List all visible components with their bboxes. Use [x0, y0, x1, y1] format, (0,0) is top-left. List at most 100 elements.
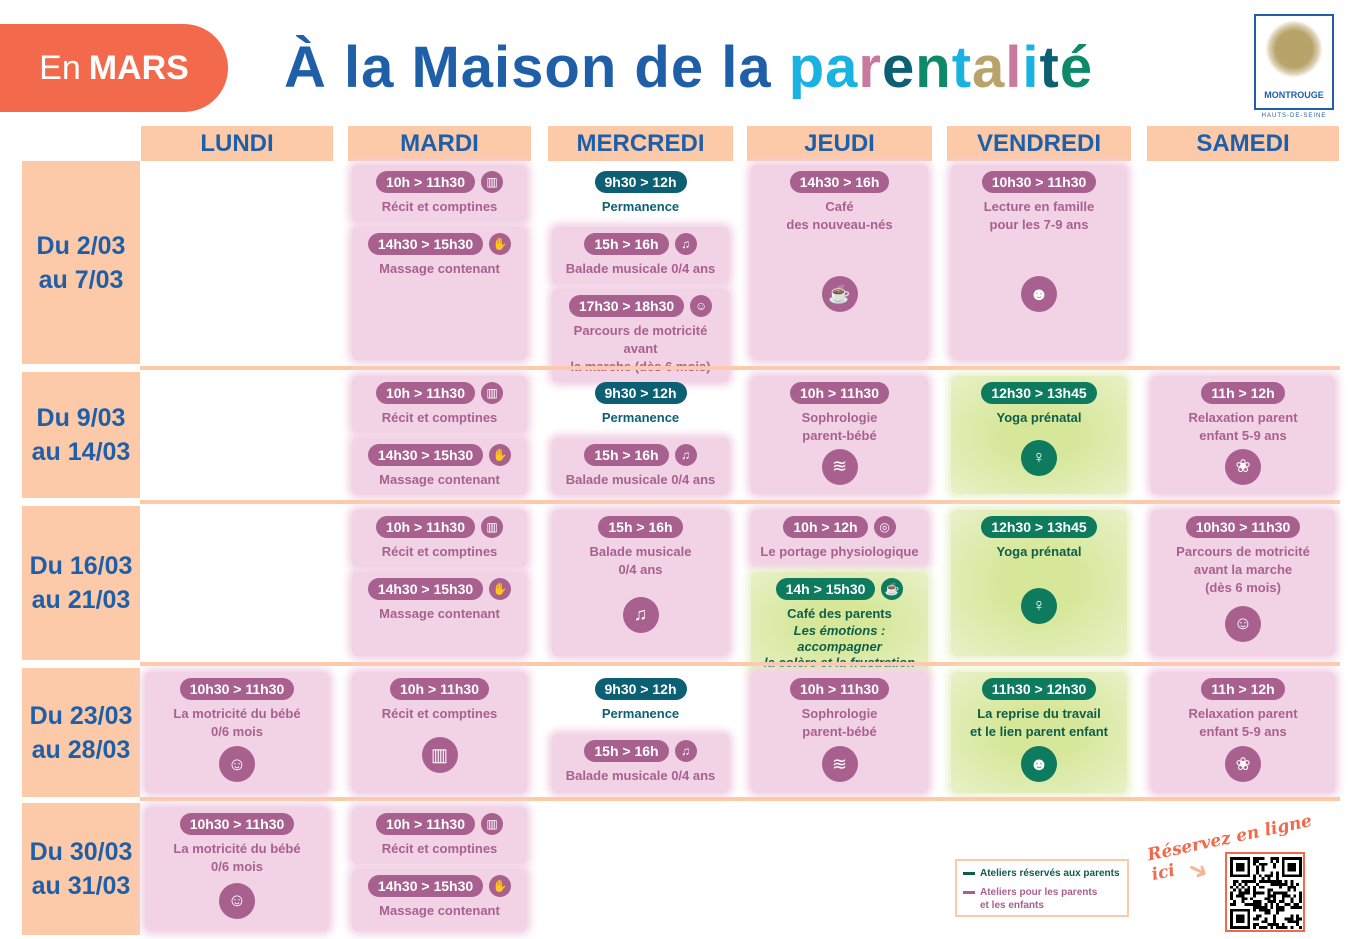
- event-card[interactable]: 15h > 16h ♫ Balade musicale 0/4 ans: [552, 734, 729, 793]
- event-card[interactable]: 12h30 > 13h45 Yoga prénatal ♀: [951, 376, 1127, 494]
- time-pill: 10h > 11h30: [389, 678, 489, 700]
- event-card[interactable]: 10h > 11h30 ▥ Récit et comptines: [352, 165, 527, 222]
- legend-parent-swatch: [963, 872, 975, 875]
- event-card[interactable]: 15h > 16h ♫ Balade musicale 0/4 ans: [552, 227, 729, 284]
- day-cell: 9h30 > 12h Permanence 15h > 16h ♫ Balade mus…: [552, 668, 729, 797]
- crawling-baby-icon: ☺: [219, 882, 255, 919]
- event-card[interactable]: 11h > 12h Relaxation parent enfant 5-9 ans…: [1151, 376, 1335, 494]
- title-letter: r: [858, 35, 882, 100]
- event-title: Balade musicale: [589, 544, 692, 559]
- event-card[interactable]: 10h > 11h30 ▥ Récit et comptines: [352, 376, 527, 433]
- day-header-mardi: MARDI: [348, 126, 531, 161]
- event-title: Massage contenant: [379, 261, 500, 276]
- event-card[interactable]: 10h > 11h30 Sophrologie parent-bébé ≋: [751, 376, 928, 494]
- event-title: Massage contenant: [379, 606, 500, 621]
- event-title: Sophrologie: [801, 706, 878, 721]
- event-title: Yoga prénatal: [996, 410, 1082, 425]
- massage-icon: ✋: [489, 233, 512, 255]
- event-card[interactable]: 9h30 > 12h Permanence: [552, 672, 729, 729]
- lotus-icon: ❀: [1225, 448, 1261, 485]
- legend-children-2: et les enfants: [980, 900, 1044, 911]
- event-card[interactable]: 14h30 > 15h30 ✋ Massage contenant: [352, 438, 527, 495]
- massage-icon: ✋: [489, 444, 512, 466]
- massage-icon: ✋: [489, 875, 512, 897]
- week-label-line: au 31/03: [31, 872, 131, 900]
- yoga-icon: ♀: [1021, 587, 1057, 624]
- event-card[interactable]: 14h30 > 16h Café des nouveau-nés ☕: [751, 165, 928, 360]
- event-title: Permanence: [601, 199, 680, 214]
- book-icon: ▥: [481, 171, 503, 193]
- title-letter: p: [788, 35, 826, 100]
- event-card[interactable]: 10h > 11h30 ▥ Récit et comptines: [352, 510, 527, 567]
- event-time-row: 15h > 16h ♫: [584, 740, 697, 762]
- event-card[interactable]: 14h30 > 15h30 ✋ Massage contenant: [352, 572, 527, 656]
- baby-carrier-icon: ◎: [873, 516, 896, 538]
- week-label-line: au 7/03: [38, 265, 124, 294]
- event-title: Récit et comptines: [381, 841, 498, 856]
- day-cell: 12h30 > 13h45 Yoga prénatal ♀: [951, 372, 1127, 498]
- event-card[interactable]: 10h > 12h ◎ Le portage physiologique: [751, 510, 928, 567]
- event-time-row: 14h30 > 15h30 ✋: [367, 233, 512, 255]
- event-card[interactable]: 15h > 16h ♫ Balade musicale 0/4 ans: [552, 438, 729, 495]
- event-title: Massage contenant: [379, 472, 500, 487]
- time-pill: 10h > 11h30: [789, 678, 889, 700]
- day-cell: 10h > 11h30 Sophrologie parent-bébé ≋: [751, 372, 928, 498]
- week-divider: [140, 797, 1340, 801]
- event-card[interactable]: 9h30 > 12h Permanence: [552, 165, 729, 222]
- time-pill: 9h30 > 12h: [594, 382, 687, 404]
- event-time-row: 10h30 > 11h30: [981, 171, 1097, 193]
- title-main: À la Maison de la: [284, 35, 772, 100]
- event-card[interactable]: 9h30 > 12h Permanence: [552, 376, 729, 433]
- event-time-row: 9h30 > 12h: [594, 171, 687, 193]
- day-cell: 10h > 12h ◎ Le portage physiologique 14h > …: [751, 506, 928, 677]
- event-title: enfant 5-9 ans: [1199, 724, 1287, 739]
- event-card[interactable]: 10h > 11h30 Sophrologie parent-bébé ≋: [751, 672, 928, 793]
- event-title: Balade musicale 0/4 ans: [565, 261, 716, 276]
- event-card[interactable]: 11h > 12h Relaxation parent enfant 5-9 ans…: [1151, 672, 1335, 793]
- event-time-row: 10h > 12h ◎: [783, 516, 896, 538]
- book-icon: ▥: [481, 813, 503, 835]
- time-pill: 14h30 > 15h30: [367, 875, 484, 897]
- event-title: Le portage physiologique: [760, 544, 919, 559]
- event-card[interactable]: 10h30 > 11h30 Lecture en famille pour les …: [951, 165, 1127, 360]
- event-card[interactable]: 14h30 > 15h30 ✋ Massage contenant: [352, 227, 527, 360]
- event-card[interactable]: 10h30 > 11h30 La motricité du bébé 0/6 moi…: [145, 672, 329, 793]
- day-cell: [145, 372, 329, 498]
- title-letter: t: [1039, 35, 1060, 100]
- day-cell: 10h > 11h30 ▥ Récit et comptines 14h30 > 15…: [352, 372, 527, 498]
- day-cell: 9h30 > 12h Permanence 15h > 16h ♫ Balade mus…: [552, 372, 729, 498]
- title-letter: a: [972, 35, 1006, 100]
- event-card[interactable]: 12h30 > 13h45 Yoga prénatal ♀: [951, 510, 1127, 656]
- event-card[interactable]: 14h30 > 15h30 ✋ Massage contenant: [352, 869, 527, 931]
- event-card[interactable]: 17h30 > 18h30 ☺ Parcours de motricité avan…: [552, 289, 729, 382]
- event-title: Relaxation parent: [1188, 706, 1298, 721]
- month-badge: En MARS: [0, 24, 228, 112]
- time-pill: 15h > 16h: [598, 516, 683, 538]
- event-card[interactable]: 10h > 11h30 Récit et comptines ▥: [352, 672, 527, 793]
- event-card[interactable]: 14h > 15h30 ☕ Café des parents Les émotions…: [751, 572, 928, 677]
- event-title: Relaxation parent: [1188, 410, 1298, 425]
- time-pill: 14h > 15h30: [775, 578, 876, 600]
- event-subtitle: Les émotions : accompagner: [793, 623, 886, 654]
- event-time-row: 11h > 12h: [1201, 382, 1285, 404]
- day-cell: 10h > 11h30 Sophrologie parent-bébé ≋: [751, 668, 928, 797]
- event-card[interactable]: 15h > 16h Balade musicale 0/4 ans ♫: [552, 510, 729, 656]
- music-icon: ♫: [674, 740, 697, 762]
- event-title: Sophrologie: [801, 410, 878, 425]
- event-title: Récit et comptines: [381, 410, 498, 425]
- event-card[interactable]: 11h30 > 12h30 La reprise du travail et le …: [951, 672, 1127, 793]
- event-card[interactable]: 10h30 > 11h30 La motricité du bébé 0/6 moi…: [145, 807, 329, 931]
- legend: Ateliers réservés aux parents Ateliers p…: [955, 859, 1129, 917]
- logo-city: MONTROUGE: [1264, 90, 1324, 100]
- week-label: Du 16/03 au 21/03: [22, 506, 140, 660]
- sun-emblem-icon: [1265, 20, 1323, 78]
- event-card[interactable]: 10h > 11h30 ▥ Récit et comptines: [352, 807, 527, 864]
- event-title: Parcours de motricité avant: [573, 323, 708, 356]
- event-card[interactable]: 10h30 > 11h30 Parcours de motricité avant …: [1151, 510, 1335, 656]
- coffee-cup-icon: ☕: [821, 276, 858, 312]
- qr-code[interactable]: [1225, 852, 1305, 932]
- event-time-row: 10h30 > 11h30: [179, 813, 295, 835]
- event-time-row: 11h30 > 12h30: [981, 678, 1097, 700]
- book-icon: ▥: [421, 737, 458, 773]
- montrouge-logo: MONTROUGE HAUTS-DE-SEINE: [1254, 14, 1334, 119]
